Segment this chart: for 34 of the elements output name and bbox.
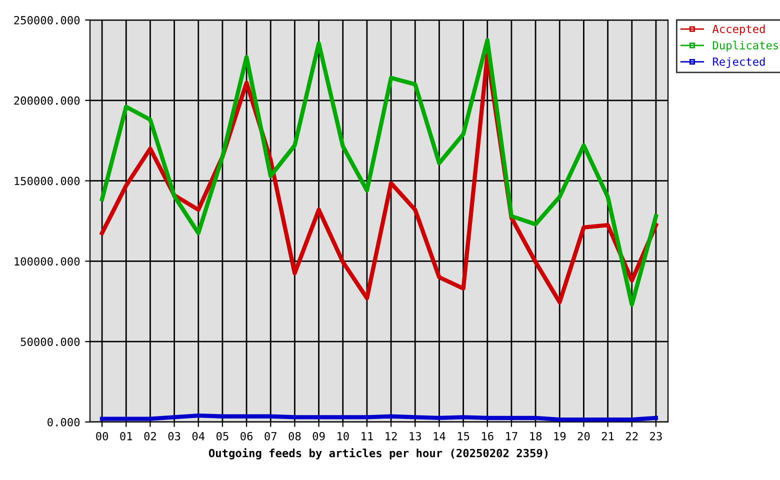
x-tick-label: 20	[578, 432, 590, 440]
x-tick-label: 07	[264, 432, 276, 440]
x-tick-label: 21	[602, 432, 614, 440]
y-tick-label: 0.000	[48, 418, 80, 426]
x-tick-label: 01	[120, 432, 132, 440]
x-tick-label: 09	[312, 432, 325, 440]
y-tick-label: 200000.000	[14, 96, 80, 105]
x-tick-label: 13	[410, 432, 421, 440]
x-tick-label: 08	[288, 432, 301, 440]
y-tick-label: 250000.000	[14, 16, 80, 24]
x-tick-label: 19	[554, 432, 566, 440]
x-tick-label: 03	[168, 432, 180, 440]
y-tick-label: 100000.000	[14, 257, 80, 266]
x-tick-label: 17	[506, 432, 518, 440]
x-tick-label: 04	[192, 432, 205, 440]
x-tick-label: 02	[144, 432, 156, 440]
x-tick-label: 16	[482, 432, 494, 440]
y-tick-label: 50000.000	[20, 338, 80, 346]
y-tick-label: 150000.000	[14, 176, 80, 186]
x-axis-title: Outgoing feeds by articles per hour (20250202 2359)	[208, 448, 548, 460]
legend-label: Duplicates	[712, 40, 778, 52]
x-tick-label: 22	[626, 432, 638, 440]
x-tick-label: 12	[386, 432, 397, 440]
legend-label: Rejected	[713, 57, 765, 68]
x-tick-label: 06	[240, 432, 253, 440]
x-tick-label: 18	[530, 432, 542, 440]
legend-label: Accepted	[712, 24, 765, 36]
x-tick-label: 00	[96, 432, 108, 440]
x-tick-label: 11	[362, 432, 373, 440]
x-tick-label: 10	[338, 432, 349, 440]
x-tick-label: 05	[216, 432, 228, 440]
x-tick-label: 23	[650, 432, 662, 440]
x-tick-label: 15	[458, 432, 470, 440]
x-tick-label: 14	[434, 432, 446, 440]
